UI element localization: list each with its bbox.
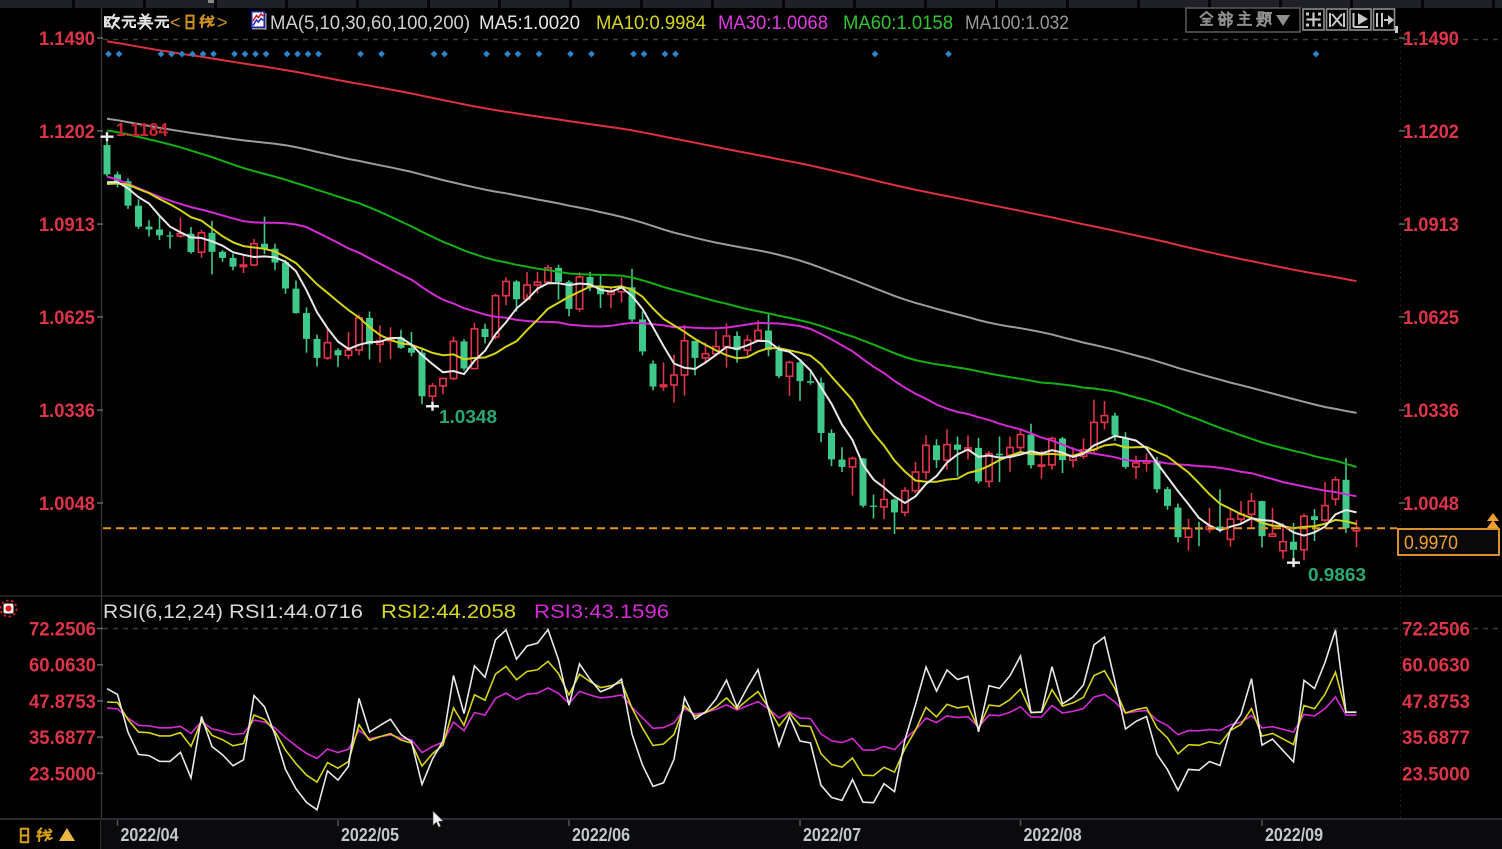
svg-text:>: > [217, 13, 228, 33]
svg-text:MA(5,10,30,60,100,200): MA(5,10,30,60,100,200) [270, 13, 470, 34]
svg-text:1.0625: 1.0625 [39, 308, 95, 329]
svg-text:1.1202: 1.1202 [39, 122, 95, 143]
svg-text:2022/06: 2022/06 [572, 825, 630, 845]
svg-text:72.2506: 72.2506 [29, 620, 96, 641]
svg-text:MA5:1.0020: MA5:1.0020 [479, 13, 580, 34]
svg-text:0.9970: 0.9970 [1404, 533, 1458, 554]
svg-text:1.0348: 1.0348 [439, 406, 497, 427]
svg-text:23.5000: 23.5000 [1402, 764, 1470, 785]
svg-text:1.0048: 1.0048 [39, 494, 95, 515]
svg-text:1.0336: 1.0336 [1403, 401, 1459, 422]
svg-text:RSI3:43.1596: RSI3:43.1596 [534, 602, 669, 623]
svg-text:2022/04: 2022/04 [121, 825, 179, 845]
svg-text:MA30:1.0068: MA30:1.0068 [718, 13, 828, 34]
svg-text:2022/08: 2022/08 [1024, 825, 1082, 845]
svg-text:1.0048: 1.0048 [1403, 494, 1459, 515]
svg-text:1.0913: 1.0913 [39, 215, 95, 236]
svg-text:MA10:0.9984: MA10:0.9984 [596, 13, 706, 34]
svg-text:1.0913: 1.0913 [1403, 215, 1459, 236]
svg-text:1.0336: 1.0336 [39, 401, 95, 422]
svg-text:RSI1:44.0716: RSI1:44.0716 [229, 602, 363, 623]
svg-text:MA100:1.032: MA100:1.032 [965, 13, 1069, 34]
svg-text:47.8753: 47.8753 [29, 692, 96, 713]
svg-text:1.1490: 1.1490 [1403, 29, 1459, 50]
svg-text:2022/09: 2022/09 [1265, 825, 1323, 845]
svg-text:1.1202: 1.1202 [1403, 122, 1459, 143]
svg-text:60.0630: 60.0630 [29, 656, 96, 677]
svg-text:35.6877: 35.6877 [29, 728, 96, 749]
svg-text:MA60:1.0158: MA60:1.0158 [843, 13, 953, 34]
svg-text:35.6877: 35.6877 [1402, 728, 1470, 749]
svg-text:72.2506: 72.2506 [1402, 620, 1470, 641]
svg-text:47.8753: 47.8753 [1402, 692, 1470, 713]
svg-text:RSI(6,12,24): RSI(6,12,24) [103, 602, 223, 623]
svg-text:RSI2:44.2058: RSI2:44.2058 [381, 602, 516, 623]
svg-text:1.1490: 1.1490 [39, 29, 95, 50]
svg-text:0.9863: 0.9863 [1308, 564, 1366, 585]
svg-text:1.0625: 1.0625 [1403, 308, 1459, 329]
svg-text:60.0630: 60.0630 [1402, 656, 1470, 677]
svg-text:2022/07: 2022/07 [803, 825, 861, 845]
svg-text:2022/05: 2022/05 [341, 825, 399, 845]
svg-text:1.1184: 1.1184 [116, 119, 169, 140]
svg-text:<: < [170, 13, 181, 33]
svg-text:23.5000: 23.5000 [29, 764, 96, 785]
